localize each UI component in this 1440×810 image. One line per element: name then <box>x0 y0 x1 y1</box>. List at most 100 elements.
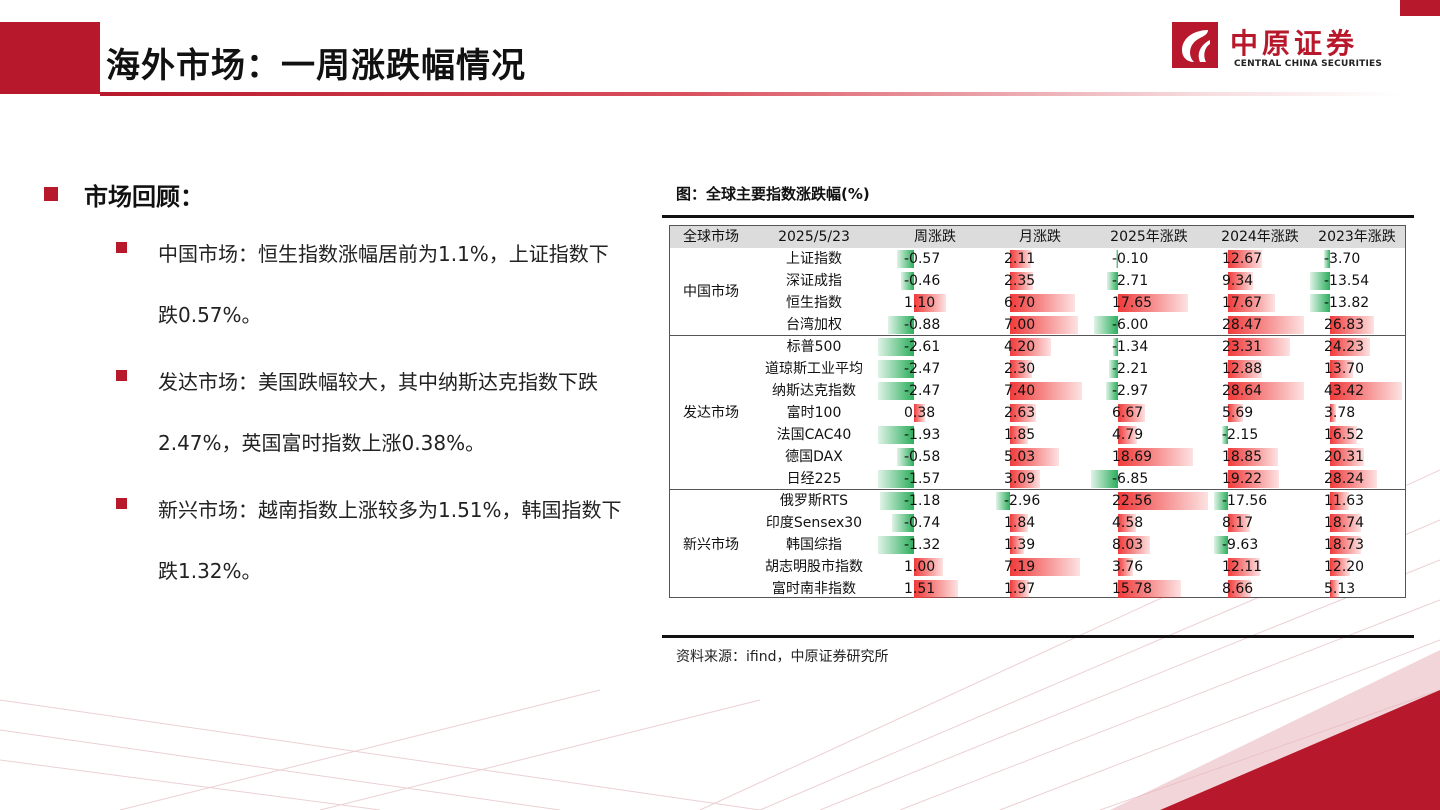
index-name: 深证成指 <box>786 273 842 289</box>
negative-bar <box>996 492 1010 510</box>
value-cell: 12.11 <box>1212 556 1308 578</box>
table-row: 标普500 -2.61 4.20 -1.34 23.31 24.23 <box>670 336 1405 358</box>
value-cell: -2.21 <box>1086 358 1212 380</box>
value-cell: 43.42 <box>1308 380 1406 402</box>
negative-bar <box>878 536 914 554</box>
positive-bar <box>1330 338 1371 356</box>
value-text: 43.42 <box>1324 383 1365 399</box>
value-text: 7.00 <box>1004 317 1036 333</box>
value-cell: 5.03 <box>994 446 1086 468</box>
positive-bar <box>1010 514 1028 532</box>
section-heading: 市场回顾： <box>44 170 634 218</box>
value-text: 7.19 <box>1004 559 1036 575</box>
value-text: 12.11 <box>1222 559 1263 575</box>
positive-bar <box>914 404 926 422</box>
market-review-section: 市场回顾： 中国市场：恒生指数涨幅居前为1.1%，上证指数下跌0.57%。 发达… <box>44 170 634 602</box>
value-cell: 18.85 <box>1212 446 1308 468</box>
bullet-text-china: 中国市场：恒生指数涨幅居前为1.1%，上证指数下跌0.57%。 <box>158 242 609 327</box>
positive-bar <box>1118 448 1193 466</box>
value-text: 17.67 <box>1222 295 1263 311</box>
positive-bar <box>1118 426 1138 444</box>
value-text: 28.64 <box>1222 383 1263 399</box>
value-text: -0.74 <box>904 515 941 531</box>
positive-bar <box>1118 404 1145 422</box>
value-cell: 4.79 <box>1086 424 1212 446</box>
table-row: 日经225 -1.57 3.09 -6.85 19.22 28.24 <box>670 468 1405 490</box>
value-cell: 3.76 <box>1086 556 1212 578</box>
value-text: 1.85 <box>1004 427 1036 443</box>
value-cell: 6.70 <box>994 292 1086 314</box>
negative-bar <box>1222 426 1228 444</box>
value-text: 5.13 <box>1324 581 1356 597</box>
header-2023: 2023年涨跌 <box>1318 229 1396 245</box>
bullet-text-developed: 发达市场：美国跌幅较大，其中纳斯达克指数下跌2.47%，英国富时指数上涨0.38… <box>158 370 598 455</box>
positive-bar <box>1118 558 1133 576</box>
value-text: 2.30 <box>1004 361 1036 377</box>
value-cell: -2.71 <box>1086 270 1212 292</box>
negative-bar <box>892 514 914 532</box>
index-name: 富时南非指数 <box>772 581 856 597</box>
value-text: 7.40 <box>1004 383 1036 399</box>
bullet-square-icon <box>116 498 127 509</box>
positive-bar <box>914 580 958 598</box>
value-cell: -13.54 <box>1308 270 1406 292</box>
header-date: 2025/5/23 <box>778 229 850 245</box>
value-cell: 6.67 <box>1086 402 1212 424</box>
figure-title: 图：全球主要指数涨跌幅(%) <box>676 185 870 203</box>
value-cell: 19.22 <box>1212 468 1308 490</box>
value-text: -2.21 <box>1112 361 1149 377</box>
header-month: 月涨跌 <box>1019 229 1061 245</box>
bullet-item: 新兴市场：越南指数上涨较多为1.51%，韩国指数下跌1.32%。 <box>44 480 634 602</box>
value-text: 2.63 <box>1004 405 1036 421</box>
value-cell: 2.63 <box>994 402 1086 424</box>
value-cell: 12.67 <box>1212 248 1308 270</box>
positive-bar <box>1228 360 1263 378</box>
value-text: 18.85 <box>1222 449 1263 465</box>
value-text: -1.18 <box>904 493 941 509</box>
market-group-label: 新兴市场 <box>683 537 739 553</box>
value-text: -13.54 <box>1324 273 1370 289</box>
positive-bar <box>1010 470 1041 488</box>
value-text: 22.56 <box>1112 493 1153 509</box>
index-name: 俄罗斯RTS <box>779 493 849 509</box>
index-name: 台湾加权 <box>786 317 842 333</box>
value-text: 4.79 <box>1112 427 1144 443</box>
value-text: -2.47 <box>904 383 941 399</box>
value-cell: 1.84 <box>994 512 1086 534</box>
value-text: 20.31 <box>1324 449 1365 465</box>
logo-text-cn: 中原证券 <box>1230 27 1359 60</box>
value-text: -0.46 <box>904 273 941 289</box>
value-cell: 28.24 <box>1308 468 1406 490</box>
value-cell: 15.78 <box>1086 578 1212 600</box>
page-title: 海外市场：一周涨跌幅情况 <box>106 46 526 86</box>
value-text: 23.31 <box>1222 339 1263 355</box>
positive-bar <box>1228 338 1290 356</box>
value-text: -2.47 <box>904 361 941 377</box>
negative-bar <box>888 316 914 334</box>
value-text: -2.97 <box>1112 383 1149 399</box>
value-cell: -6.00 <box>1086 314 1212 336</box>
value-cell: 5.13 <box>1308 578 1406 600</box>
table-row: 德国DAX -0.58 5.03 18.69 18.85 20.31 <box>670 446 1405 468</box>
positive-bar <box>1010 250 1031 268</box>
negative-bar <box>878 360 914 378</box>
value-text: 15.78 <box>1112 581 1153 597</box>
value-cell: 12.88 <box>1212 358 1308 380</box>
header-corner-accent <box>1400 0 1440 16</box>
table-row: 上证指数 -0.57 2.11 -0.10 12.67 -3.70 <box>670 248 1405 270</box>
value-text: -2.15 <box>1222 427 1259 443</box>
value-text: -6.00 <box>1112 317 1149 333</box>
table-row: 纳斯达克指数 -2.47 7.40 -2.97 28.64 43.42 <box>670 380 1405 402</box>
value-text: 2.35 <box>1004 273 1036 289</box>
value-cell: -9.63 <box>1212 534 1308 556</box>
value-cell: -1.34 <box>1086 336 1212 358</box>
negative-bar <box>1214 536 1228 554</box>
company-logo: 中原证券 CENTRAL CHINA SECURITIES <box>1172 22 1407 72</box>
value-text: 12.88 <box>1222 361 1263 377</box>
value-text: 2.11 <box>1004 251 1036 267</box>
value-cell: 11.63 <box>1308 490 1406 512</box>
section-heading-text: 市场回顾： <box>84 182 204 211</box>
value-cell: -0.74 <box>876 512 994 534</box>
negative-bar <box>878 382 914 400</box>
value-text: 5.69 <box>1222 405 1254 421</box>
